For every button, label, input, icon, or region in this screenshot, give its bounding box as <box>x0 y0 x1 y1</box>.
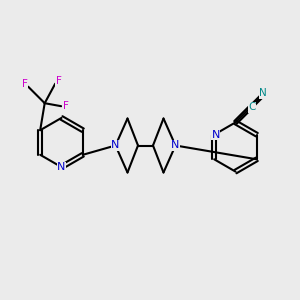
Text: N: N <box>171 140 180 151</box>
Text: F: F <box>63 101 69 111</box>
Text: N: N <box>57 162 66 172</box>
Text: N: N <box>212 130 220 140</box>
Text: C: C <box>248 102 256 112</box>
Text: N: N <box>111 140 120 151</box>
Text: N: N <box>259 88 267 98</box>
Text: F: F <box>56 76 62 86</box>
Text: F: F <box>22 79 28 89</box>
